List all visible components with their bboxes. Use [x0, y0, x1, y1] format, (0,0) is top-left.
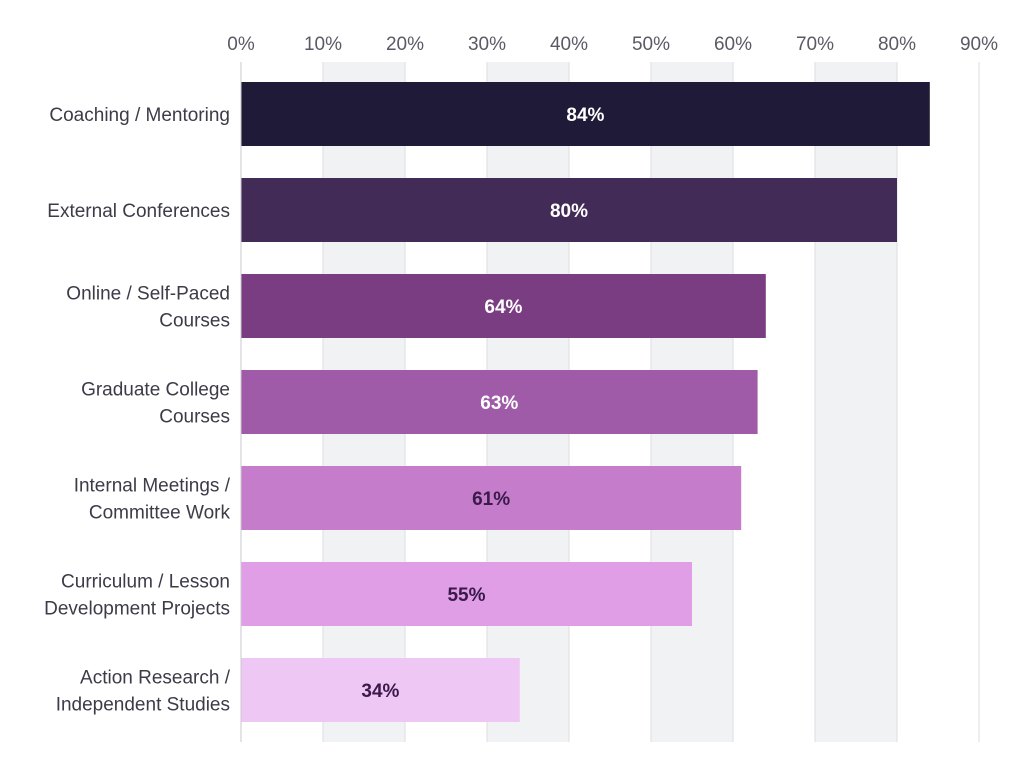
x-tick-label: 90% — [960, 34, 998, 55]
data-label: 63% — [480, 393, 518, 414]
x-tick-label: 0% — [227, 34, 255, 55]
bar — [241, 466, 742, 530]
category-label: Curriculum / Lesson Development Projects — [44, 572, 230, 620]
data-label: 61% — [472, 489, 510, 510]
x-tick-label: 60% — [714, 34, 752, 55]
bar — [241, 82, 930, 146]
x-tick-label: 80% — [878, 34, 916, 55]
data-label: 34% — [361, 681, 399, 702]
category-label: External Conferences — [47, 201, 230, 222]
bar — [241, 178, 897, 242]
category-label: Action Research / Independent Studies — [56, 668, 231, 716]
data-label: 64% — [484, 297, 522, 318]
data-label: 84% — [566, 105, 604, 126]
category-labels: Coaching / Mentoring External Conferences… — [44, 105, 231, 716]
category-label: Online / Self-Paced Courses — [66, 284, 230, 332]
x-tick-label: 40% — [550, 34, 588, 55]
data-label: 80% — [550, 201, 588, 222]
bar — [241, 370, 758, 434]
bars — [241, 82, 930, 722]
x-tick-label: 70% — [796, 34, 834, 55]
bar — [241, 274, 766, 338]
x-axis-ticks: 0% 10% 20% 30% 40% 50% 60% 70% 80% 90% — [227, 34, 998, 55]
x-tick-label: 50% — [632, 34, 670, 55]
grid-band — [815, 62, 897, 742]
x-tick-label: 30% — [468, 34, 506, 55]
category-label: Internal Meetings / Committee Work — [74, 476, 231, 524]
data-label: 55% — [447, 585, 485, 606]
bar — [241, 658, 520, 722]
x-tick-label: 20% — [386, 34, 424, 55]
data-labels: 84% 80% 64% 63% 61% 55% 34% — [361, 105, 604, 702]
category-label: Coaching / Mentoring — [49, 105, 230, 126]
category-label: Graduate College Courses — [81, 380, 230, 428]
x-tick-label: 10% — [304, 34, 342, 55]
bar — [241, 562, 692, 626]
